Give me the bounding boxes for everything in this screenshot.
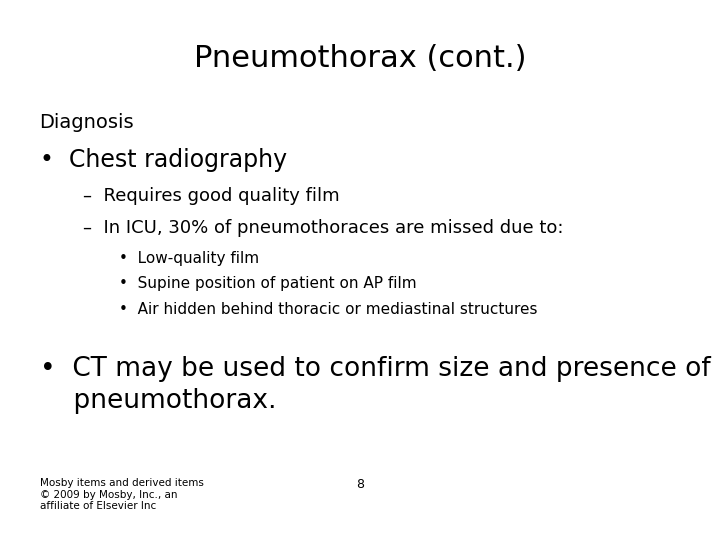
Text: •  Chest radiography: • Chest radiography: [40, 148, 287, 172]
Text: •  CT may be used to confirm size and presence of
    pneumothorax.: • CT may be used to confirm size and pre…: [40, 356, 711, 414]
Text: •  Supine position of patient on AP film: • Supine position of patient on AP film: [119, 276, 416, 292]
Text: Mosby items and derived items
© 2009 by Mosby, Inc., an
affiliate of Elsevier In: Mosby items and derived items © 2009 by …: [40, 478, 204, 511]
Text: Pneumothorax (cont.): Pneumothorax (cont.): [194, 44, 526, 73]
Text: 8: 8: [356, 478, 364, 491]
Text: Diagnosis: Diagnosis: [40, 113, 134, 132]
Text: –  In ICU, 30% of pneumothoraces are missed due to:: – In ICU, 30% of pneumothoraces are miss…: [83, 219, 563, 237]
Text: •  Low-quality film: • Low-quality film: [119, 251, 259, 266]
Text: –  Requires good quality film: – Requires good quality film: [83, 187, 339, 205]
Text: •  Air hidden behind thoracic or mediastinal structures: • Air hidden behind thoracic or mediasti…: [119, 302, 537, 317]
